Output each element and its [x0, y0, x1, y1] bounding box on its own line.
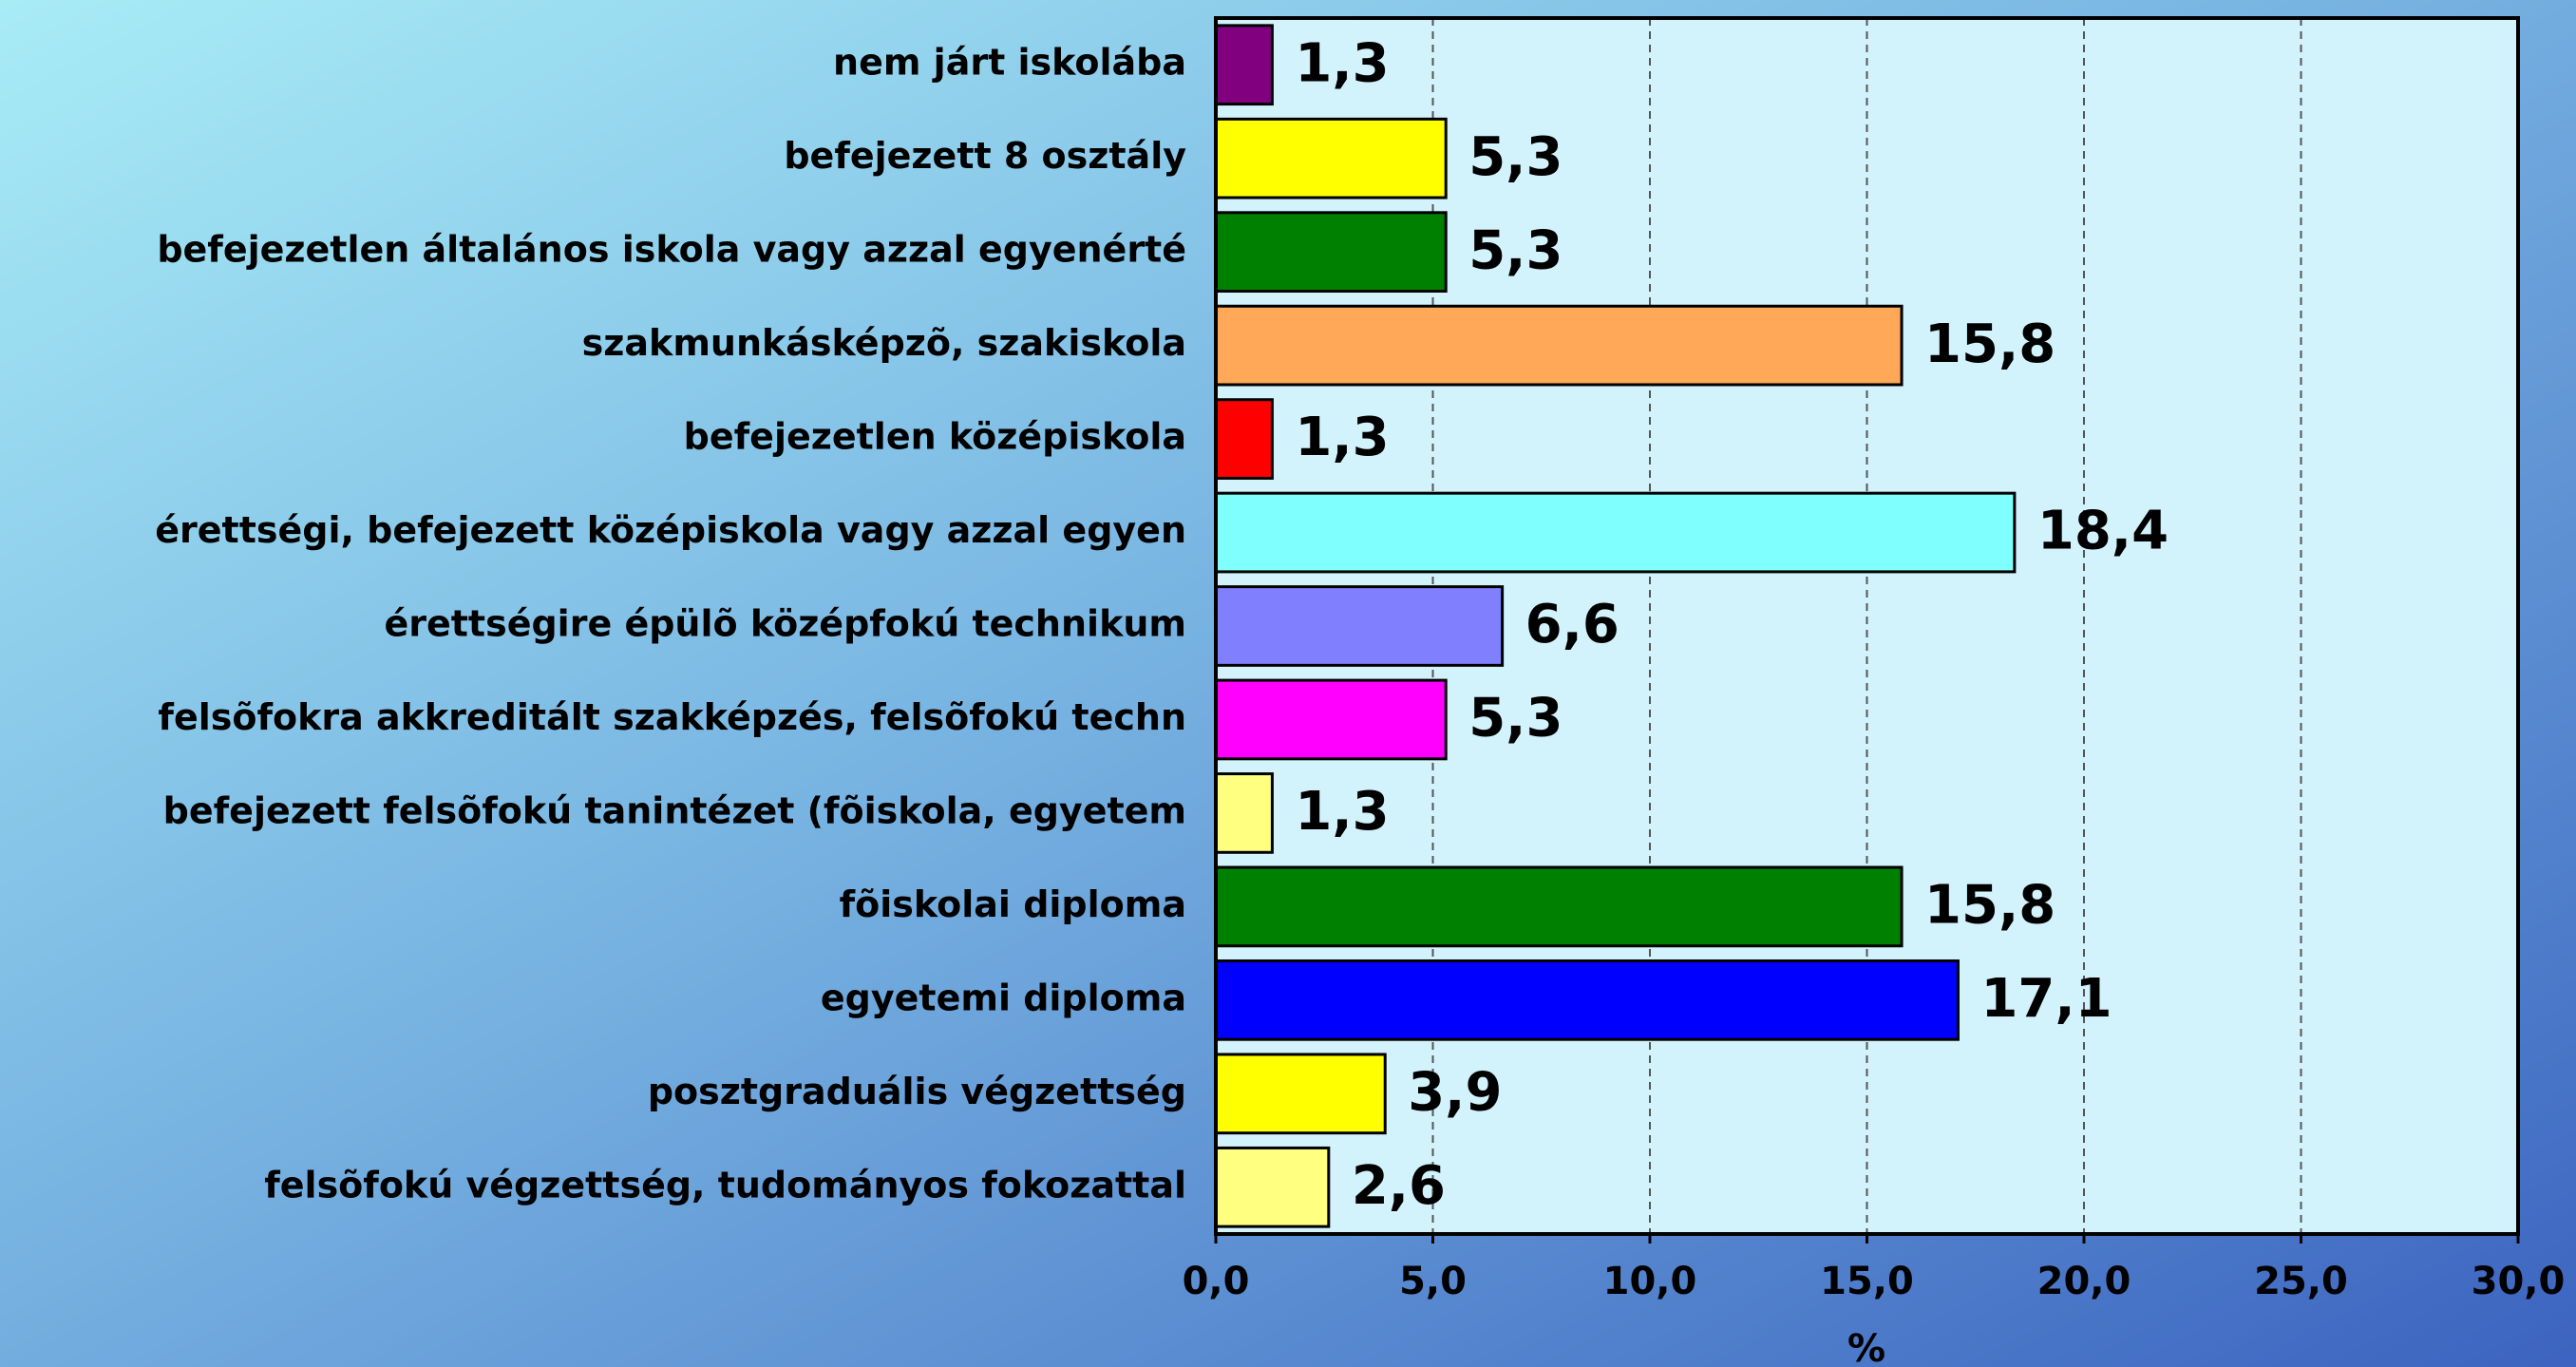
y-tick-label: érettségi, befejezett középiskola vagy a…: [155, 509, 1186, 551]
bar: [1214, 304, 1904, 387]
bar: [1214, 1053, 1387, 1135]
y-tick-label: felsõfokú végzettség, tudományos fokozat…: [264, 1164, 1186, 1206]
bar: [1214, 491, 2017, 574]
bar: [1214, 117, 1448, 199]
y-tick-label: befejezett 8 osztály: [784, 135, 1186, 177]
value-label: 15,8: [1924, 313, 2055, 375]
value-label: 17,1: [1980, 968, 2112, 1030]
x-tick-label: 5,0: [1399, 1260, 1467, 1303]
bar: [1214, 1146, 1331, 1228]
y-tick-label: nem járt iskolába: [833, 42, 1186, 84]
y-tick-label: érettségire épülõ középfokú technikum: [384, 603, 1186, 645]
y-tick-label: befejezetlen általános iskola vagy azzal…: [157, 229, 1186, 271]
x-tick-label: 0,0: [1183, 1260, 1250, 1303]
value-label: 2,6: [1352, 1155, 1446, 1217]
value-label: 5,3: [1468, 219, 1563, 281]
value-label: 15,8: [1924, 875, 2055, 937]
bar: [1214, 398, 1274, 480]
y-tick-label: egyetemi diploma: [821, 977, 1186, 1018]
bar: [1214, 585, 1505, 667]
y-tick-label: fõiskolai diploma: [840, 883, 1186, 925]
value-label: 5,3: [1468, 126, 1563, 188]
value-label: 1,3: [1295, 407, 1389, 468]
value-label: 5,3: [1468, 688, 1563, 750]
value-label: 18,4: [2037, 501, 2169, 562]
x-tick-label: 20,0: [2037, 1260, 2131, 1303]
value-label: 6,6: [1525, 594, 1619, 655]
x-axis-label: %: [1847, 1327, 1885, 1367]
value-label: 3,9: [1408, 1061, 1502, 1123]
plot-border: [1214, 16, 2520, 1236]
value-label: 1,3: [1295, 781, 1389, 843]
bar: [1214, 24, 1274, 106]
x-tick-label: 15,0: [1820, 1260, 1914, 1303]
y-tick-label: befejezetlen középiskola: [684, 416, 1186, 458]
bar: [1214, 211, 1448, 294]
bar: [1214, 772, 1274, 854]
x-tick-label: 25,0: [2254, 1260, 2348, 1303]
y-tick-label: befejezett felsõfokú tanintézet (fõiskol…: [163, 789, 1186, 831]
bar: [1214, 678, 1448, 761]
value-label: 1,3: [1295, 32, 1389, 94]
bar: [1214, 865, 1904, 948]
x-tick-label: 10,0: [1603, 1260, 1697, 1303]
y-tick-label: szakmunkásképzõ, szakiskola: [582, 322, 1186, 364]
x-tick-label: 30,0: [2472, 1260, 2566, 1303]
y-tick-label: posztgraduális végzettség: [648, 1071, 1186, 1112]
y-tick-label: felsõfokra akkreditált szakképzés, felsõ…: [158, 696, 1186, 738]
bar: [1214, 959, 1960, 1041]
